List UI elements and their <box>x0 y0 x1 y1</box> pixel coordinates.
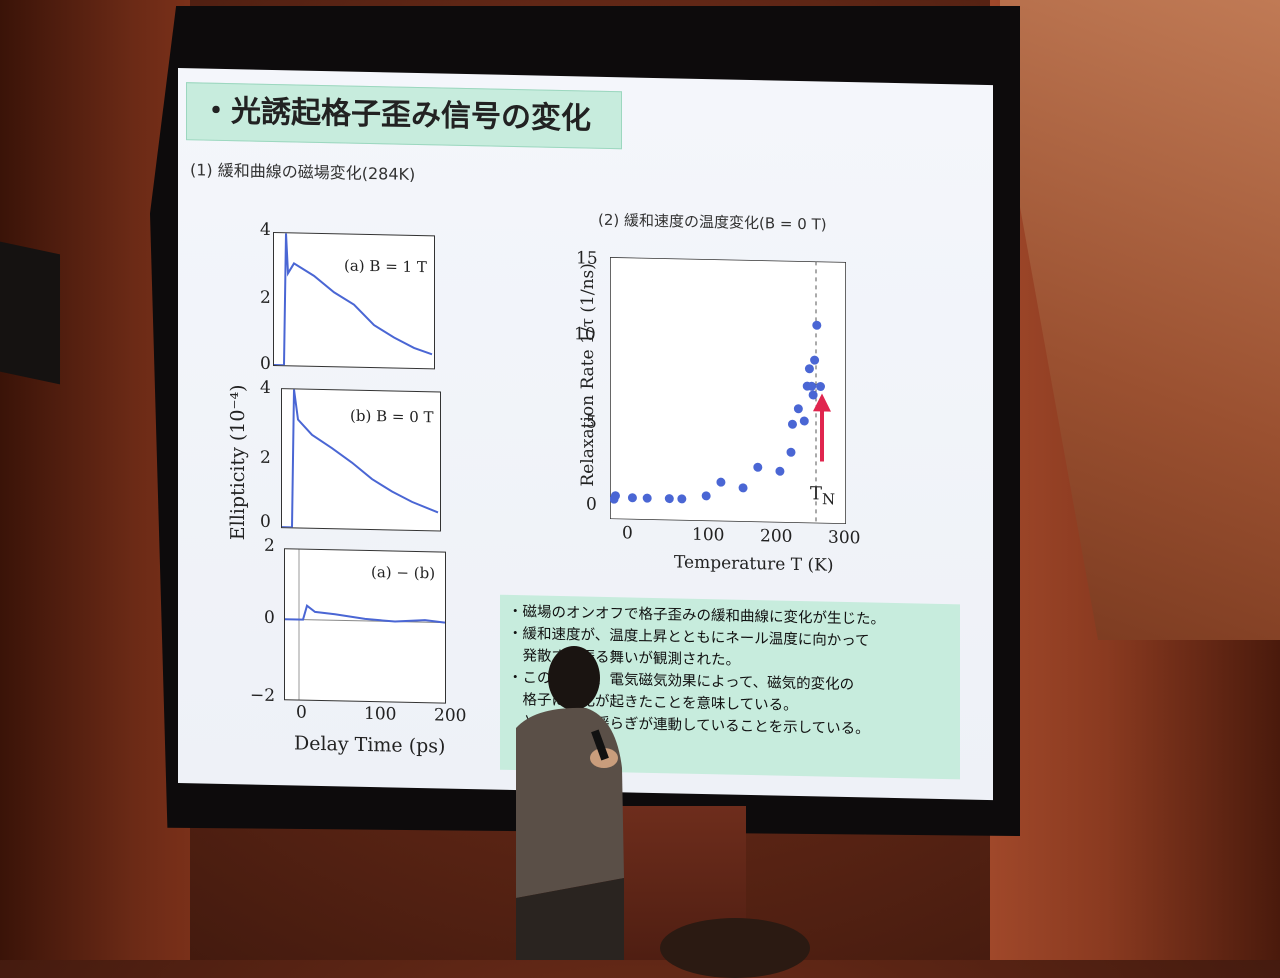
left-subtitle: (1) 緩和曲線の磁場変化(284K) <box>190 160 416 184</box>
tn-label-sub: N <box>822 490 836 509</box>
side-monitor <box>0 241 60 385</box>
scatter-point <box>642 493 652 503</box>
speaker-silhouette <box>516 646 624 960</box>
ytick-b-0: 0 <box>260 511 271 532</box>
slide-title: ・光誘起格子歪み信号の変化 <box>186 82 622 150</box>
left-xlabel: Delay Time (ps) <box>294 732 446 758</box>
ytick-b-2: 2 <box>260 447 271 468</box>
scatter-point <box>810 355 820 365</box>
presentation-slide: ・光誘起格子歪み信号の変化 (1) 緩和曲線の磁場変化(284K) (2) 緩和… <box>178 68 993 801</box>
scatter-point <box>799 416 809 426</box>
right-subtitle: (2) 緩和速度の温度変化(B = 0 T) <box>598 210 827 234</box>
scatter-point <box>775 466 785 476</box>
xtick-left-100: 100 <box>364 703 397 725</box>
xtick-r-200: 200 <box>760 526 793 547</box>
scatter-point <box>664 494 674 504</box>
panel-b-label: (b) B = 0 T <box>350 406 434 427</box>
ytick-b-4: 4 <box>260 377 271 398</box>
scatter-point <box>787 419 797 429</box>
ytick-a-4: 4 <box>260 219 271 240</box>
ytick-c-m2: −2 <box>250 685 276 707</box>
tn-arrow <box>813 393 831 462</box>
xtick-r-100: 100 <box>692 524 725 546</box>
scatter-point <box>716 477 726 487</box>
scatter-point <box>786 447 796 457</box>
tn-label-main: T <box>810 483 823 505</box>
ytick-a-2: 2 <box>260 287 271 308</box>
left-ylabel: Ellipticity (10⁻⁴) <box>227 384 249 541</box>
ytick-r-10: 10 <box>574 324 596 345</box>
scatter-point <box>610 491 620 501</box>
scatter-point <box>753 462 763 472</box>
panel-a-label: (a) B = 1 T <box>344 256 427 277</box>
ytick-r-0: 0 <box>586 494 597 515</box>
scatter-point <box>793 404 803 414</box>
trace-b <box>282 389 439 529</box>
ytick-c-0: 0 <box>264 607 275 629</box>
xtick-r-0: 0 <box>622 523 633 544</box>
xtick-left-0: 0 <box>296 702 307 723</box>
panel-a: (a) B = 1 T <box>273 231 435 370</box>
scatter-point <box>816 381 825 391</box>
ytick-c-2: 2 <box>264 535 275 557</box>
audience-head <box>660 918 810 978</box>
tn-label: TN <box>810 483 835 508</box>
scatter-point <box>808 390 818 400</box>
scatter-point <box>812 320 822 330</box>
ytick-r-5: 5 <box>586 412 597 433</box>
panel-c: (a) − (b) <box>284 548 446 704</box>
scatter-point <box>627 493 637 503</box>
panel-b: (b) B = 0 T <box>281 388 441 532</box>
relaxation-rate-scatter <box>610 257 846 524</box>
ytick-r-15: 15 <box>576 248 598 269</box>
scatter-point <box>677 494 687 504</box>
scatter-point <box>738 483 748 493</box>
panel-c-label: (a) − (b) <box>371 563 436 583</box>
xtick-r-300: 300 <box>828 527 861 549</box>
xtick-left-200: 200 <box>434 705 467 727</box>
scatter-point <box>807 381 817 391</box>
scatter-point <box>804 364 814 374</box>
right-xlabel: Temperature T (K) <box>674 552 834 576</box>
trace-a <box>274 233 433 367</box>
scatter-point <box>701 491 711 501</box>
ytick-a-0: 0 <box>260 353 271 374</box>
trace-c <box>285 549 445 700</box>
